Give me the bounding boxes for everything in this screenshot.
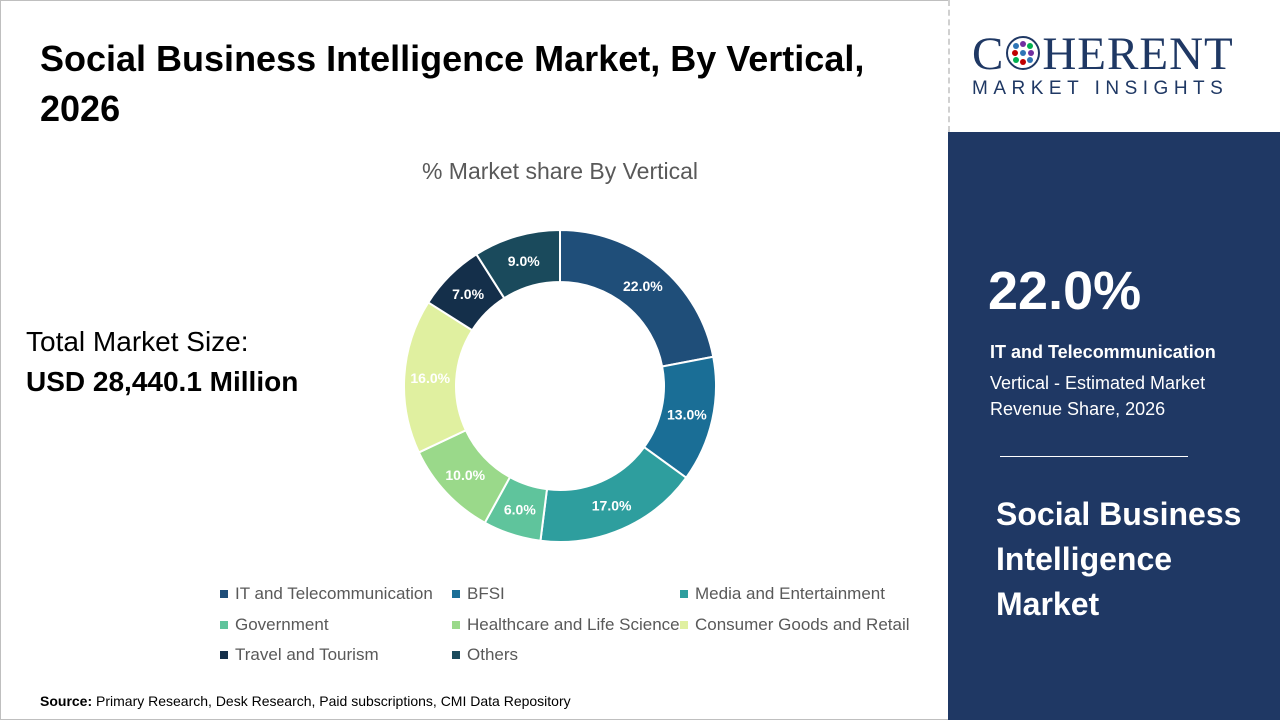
- legend-item: Others: [452, 645, 518, 665]
- donut-data-label: 16.0%: [410, 370, 450, 386]
- donut-data-label: 9.0%: [508, 253, 540, 269]
- donut-data-label: 13.0%: [667, 406, 707, 422]
- page-title: Social Business Intelligence Market, By …: [40, 38, 865, 129]
- legend-label: Others: [467, 645, 519, 664]
- donut-data-label: 22.0%: [623, 278, 663, 294]
- legend-label: Travel and Tourism: [235, 645, 379, 664]
- legend-swatch: [220, 590, 228, 598]
- legend-item: Travel and Tourism: [220, 645, 379, 665]
- highlight-value: 22.0%: [988, 261, 1142, 321]
- legend-label: Healthcare and Life Science: [467, 615, 680, 634]
- highlight-panel: 22.0% IT and Telecommunication Vertical …: [948, 132, 1280, 720]
- highlight-description: Vertical - Estimated Market Revenue Shar…: [990, 373, 1206, 419]
- logo-wordmark: C HERENT: [972, 28, 1234, 80]
- chart-title: % Market share By Vertical: [421, 158, 699, 184]
- legend-item: Government: [220, 615, 329, 635]
- highlight-category: IT and Telecommunication: [990, 342, 1216, 362]
- donut-slice: [559, 228, 715, 368]
- legend-label: Government: [235, 615, 329, 634]
- donut-data-label: 10.0%: [445, 467, 485, 483]
- right-panel: C HERENT MARKET INSIGHTS 22.0% IT and Te…: [948, 0, 1280, 720]
- panel-divider: [1000, 456, 1188, 457]
- market-size-block: Total Market Size: USD 28,440.1 Million: [26, 322, 298, 402]
- legend-label: IT and Telecommunication: [235, 584, 433, 603]
- legend-swatch: [680, 621, 688, 629]
- source-text: Primary Research, Desk Research, Paid su…: [96, 693, 571, 709]
- market-size-value: USD 28,440.1 Million: [26, 366, 299, 397]
- source-note: Source: Primary Research, Desk Research,…: [40, 693, 571, 709]
- legend-swatch: [220, 651, 228, 659]
- logo: C HERENT MARKET INSIGHTS: [948, 0, 1280, 132]
- donut-data-label: 6.0%: [504, 502, 536, 518]
- legend-swatch: [452, 590, 460, 598]
- donut-data-label: 7.0%: [452, 286, 484, 302]
- legend-item: Consumer Goods and Retail: [680, 615, 910, 635]
- logo-tagline: MARKET INSIGHTS: [972, 78, 1229, 99]
- legend-item: Healthcare and Life Science: [452, 615, 680, 635]
- market-size-label: Total Market Size:: [26, 326, 249, 357]
- logo-globe-icon: [1006, 36, 1041, 70]
- chart-legend: IT and Telecommunication BFSI Media and En…: [220, 584, 920, 674]
- logo-letter-c: C: [972, 28, 1005, 80]
- donut-data-label: 17.0%: [592, 497, 632, 513]
- legend-label: Consumer Goods and Retail: [695, 615, 910, 634]
- legend-label: Media and Entertainment: [695, 584, 885, 603]
- donut-chart: 22.0% 13.0% 17.0% 6.0% 10.0% 16.0% 7.0% 9.0%: [403, 228, 717, 543]
- panel-title: Social Business Intelligence Market: [996, 496, 1242, 622]
- legend-item: IT and Telecommunication: [220, 584, 433, 604]
- donut-slice: [475, 228, 561, 300]
- donut-slice: [539, 445, 688, 543]
- legend-item: Media and Entertainment: [680, 584, 885, 604]
- legend-swatch: [452, 651, 460, 659]
- legend-label: BFSI: [467, 584, 505, 603]
- legend-swatch: [220, 621, 228, 629]
- logo-letters-herent: HERENT: [1042, 28, 1234, 80]
- source-label: Source:: [40, 693, 93, 709]
- legend-swatch: [452, 621, 460, 629]
- legend-item: BFSI: [452, 584, 505, 604]
- legend-swatch: [680, 590, 688, 598]
